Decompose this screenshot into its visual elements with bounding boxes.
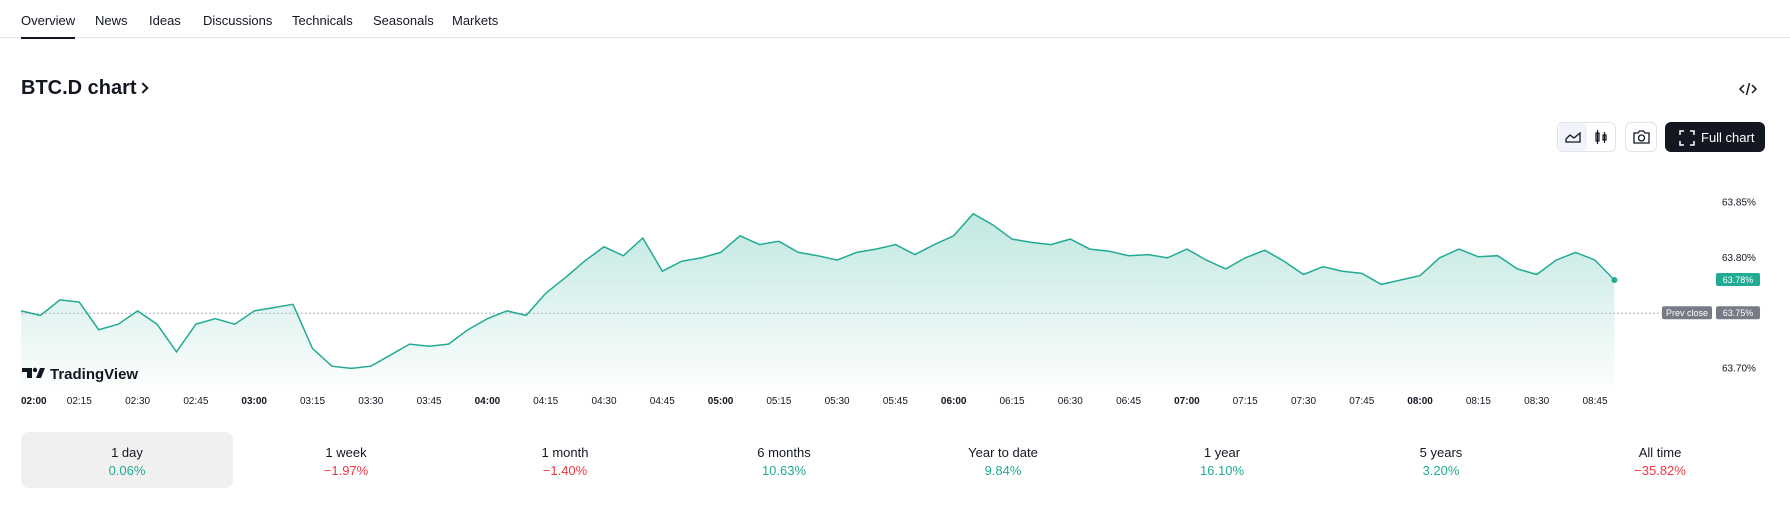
x-tick-label: 08:45 bbox=[1582, 396, 1607, 407]
period-label: Year to date bbox=[968, 445, 1038, 460]
x-tick-label: 08:30 bbox=[1524, 396, 1549, 407]
x-tick-label: 03:15 bbox=[300, 396, 325, 407]
chart-title: BTC.D chart bbox=[21, 77, 137, 99]
period-change: −1.97% bbox=[323, 463, 369, 478]
snapshot-button[interactable] bbox=[1625, 122, 1657, 152]
y-tick-label: 63.85% bbox=[1722, 198, 1756, 209]
tab-seasonals[interactable]: Seasonals bbox=[373, 13, 434, 28]
y-tick-label: 63.70% bbox=[1722, 363, 1756, 374]
period-change: 16.10% bbox=[1199, 463, 1245, 478]
camera-icon bbox=[1633, 130, 1650, 144]
watermark-text: TradingView bbox=[50, 366, 138, 383]
x-tick-label: 05:00 bbox=[708, 396, 734, 407]
period-5-years[interactable]: 5 years 3.20% bbox=[1335, 432, 1547, 488]
period-change: −1.40% bbox=[542, 463, 588, 478]
tab-markets[interactable]: Markets bbox=[452, 13, 499, 28]
last-price-badge: 63.78% bbox=[1716, 273, 1760, 286]
period-change: −35.82% bbox=[1634, 463, 1686, 478]
candles-icon bbox=[1595, 130, 1607, 144]
x-tick-label: 05:30 bbox=[825, 396, 850, 407]
tab-technicals[interactable]: Technicals bbox=[292, 13, 353, 28]
y-tick-label: 63.80% bbox=[1722, 253, 1756, 264]
period-label: 1 day bbox=[111, 445, 143, 460]
chevron-right-icon bbox=[136, 82, 149, 94]
x-tick-label: 02:00 bbox=[21, 396, 47, 407]
period-performance: 1 day 0.06% 1 week −1.97% 1 month −1.40%… bbox=[21, 432, 1769, 488]
x-tick-label: 04:00 bbox=[475, 396, 501, 407]
period-label: 6 months bbox=[757, 445, 811, 460]
x-tick-label: 07:45 bbox=[1349, 396, 1374, 407]
x-tick-label: 06:15 bbox=[999, 396, 1024, 407]
embed-code-button[interactable] bbox=[1737, 78, 1759, 100]
area-chart-icon bbox=[1565, 131, 1581, 143]
x-tick-label: 02:45 bbox=[183, 396, 208, 407]
period-1-year[interactable]: 1 year 16.10% bbox=[1116, 432, 1328, 488]
price-chart[interactable]: 63.85% 63.80% 63.75% 63.70% 02:00 02:15 02:30… bbox=[0, 150, 1790, 415]
period-1-month[interactable]: 1 month −1.40% bbox=[459, 432, 671, 488]
x-tick-label: 02:30 bbox=[125, 396, 150, 407]
period-label: All time bbox=[1638, 445, 1682, 460]
full-chart-button[interactable]: Full chart bbox=[1665, 122, 1765, 152]
x-tick-label: 06:00 bbox=[941, 396, 967, 407]
tradingview-logo-icon bbox=[22, 368, 32, 378]
period-all-time[interactable]: All time −35.82% bbox=[1554, 432, 1766, 488]
last-price-label: 63.78% bbox=[1723, 275, 1754, 285]
prev-close-label: Prev close bbox=[1666, 308, 1708, 318]
x-tick-label: 08:15 bbox=[1466, 396, 1491, 407]
x-tick-label: 04:30 bbox=[591, 396, 616, 407]
x-tick-label: 04:15 bbox=[533, 396, 558, 407]
period-year-to-date[interactable]: Year to date 9.84% bbox=[897, 432, 1109, 488]
x-tick-label: 03:00 bbox=[241, 396, 267, 407]
x-axis: 02:00 02:15 02:30 02:45 03:00 03:15 03:30 03:45… bbox=[21, 396, 1608, 407]
x-tick-label: 06:45 bbox=[1116, 396, 1141, 407]
candles-button[interactable] bbox=[1587, 123, 1615, 151]
x-tick-label: 06:30 bbox=[1058, 396, 1083, 407]
tab-bar: Overview News Ideas Discussions Technica… bbox=[0, 0, 1790, 39]
x-tick-label: 07:30 bbox=[1291, 396, 1316, 407]
tab-ideas[interactable]: Ideas bbox=[149, 13, 181, 28]
period-change: 3.20% bbox=[1422, 463, 1460, 478]
x-tick-label: 03:45 bbox=[417, 396, 442, 407]
period-label: 1 month bbox=[541, 445, 589, 460]
period-change: 9.84% bbox=[984, 463, 1022, 478]
period-change: 10.63% bbox=[761, 463, 807, 478]
x-tick-label: 05:45 bbox=[883, 396, 908, 407]
period-6-months[interactable]: 6 months 10.63% bbox=[678, 432, 890, 488]
tradingview-logo: TradingView bbox=[22, 366, 138, 383]
x-tick-label: 08:00 bbox=[1407, 396, 1433, 407]
embed-code-icon bbox=[1738, 82, 1758, 96]
period-label: 5 years bbox=[1419, 445, 1463, 460]
price-line bbox=[20, 212, 1615, 370]
x-tick-label: 04:45 bbox=[650, 396, 675, 407]
fullscreen-icon bbox=[1679, 130, 1695, 146]
period-change: 0.06% bbox=[108, 463, 146, 478]
prev-close-badge: Prev close 63.75% bbox=[1662, 306, 1760, 320]
chart-style-toggle bbox=[1557, 122, 1616, 152]
period-1-week[interactable]: 1 week −1.97% bbox=[240, 432, 452, 488]
x-tick-label: 02:15 bbox=[67, 396, 92, 407]
x-tick-label: 03:30 bbox=[358, 396, 383, 407]
price-area bbox=[21, 213, 1615, 385]
tab-discussions[interactable]: Discussions bbox=[203, 13, 273, 28]
period-label: 1 week bbox=[325, 445, 367, 460]
tab-news[interactable]: News bbox=[95, 13, 128, 28]
chart-title-link[interactable]: BTC.D chart bbox=[21, 77, 149, 100]
x-tick-label: 07:15 bbox=[1233, 396, 1258, 407]
tab-overview[interactable]: Overview bbox=[21, 13, 76, 39]
period-1-day[interactable]: 1 day 0.06% bbox=[21, 432, 233, 488]
x-tick-label: 07:00 bbox=[1174, 396, 1200, 407]
prev-close-value-label: 63.75% bbox=[1723, 308, 1754, 318]
last-price-dot bbox=[1611, 277, 1618, 283]
period-label: 1 year bbox=[1203, 445, 1241, 460]
x-tick-label: 05:15 bbox=[766, 396, 791, 407]
full-chart-label: Full chart bbox=[1701, 130, 1755, 145]
area-chart-button[interactable] bbox=[1559, 123, 1587, 151]
